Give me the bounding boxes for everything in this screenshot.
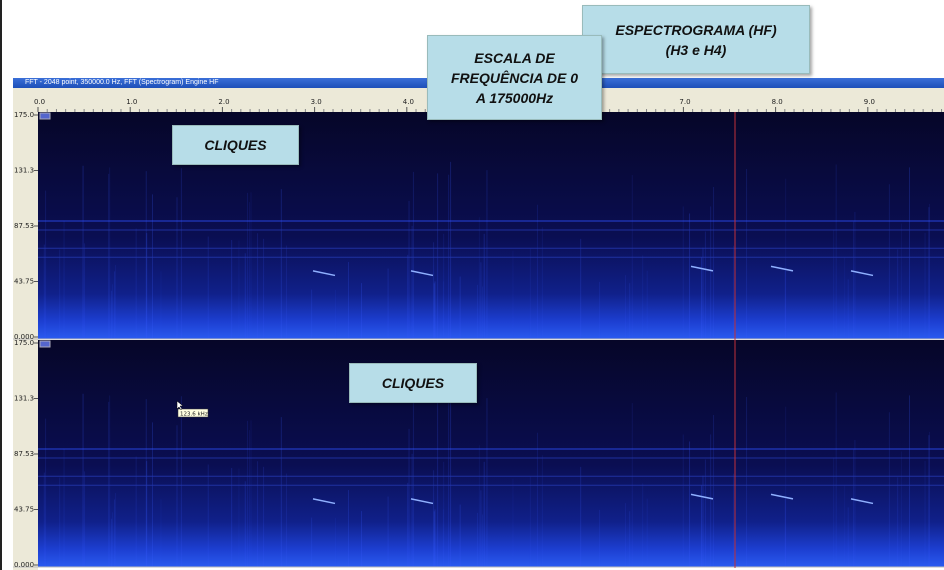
- channel-marker: [40, 113, 50, 119]
- time-label: 8.0: [772, 98, 783, 106]
- spectrogram-background: [38, 340, 944, 567]
- frequency-label: 43.75: [14, 278, 34, 286]
- callout-text: ESPECTROGRAMA (HF): [615, 20, 776, 40]
- frequency-label: 175.0: [14, 111, 34, 119]
- spectrogram-panel: 175.0 131.3 87.53 43.75 0.000 123.6 kHz: [13, 339, 944, 569]
- callout-text: FREQUÊNCIA DE 0: [451, 68, 578, 88]
- callout-text: (H3 e H4): [666, 40, 727, 60]
- callout: ESPECTROGRAMA (HF)(H3 e H4): [582, 5, 810, 74]
- callout: CLIQUES: [172, 125, 299, 165]
- frequency-label: 131.3: [14, 395, 34, 403]
- callout-text: CLIQUES: [382, 373, 444, 393]
- time-label: 2.0: [218, 98, 229, 106]
- window-title: FFT - 2048 point, 350000.0 Hz, FFT (Spec…: [25, 79, 219, 86]
- time-label: 9.0: [864, 98, 875, 106]
- frequency-label: 87.53: [14, 450, 34, 458]
- left-border: [0, 0, 2, 570]
- time-label: 1.0: [126, 98, 137, 106]
- page: FFT - 2048 point, 350000.0 Hz, FFT (Spec…: [0, 0, 944, 570]
- time-label: 3.0: [311, 98, 322, 106]
- frequency-label: 131.3: [14, 167, 34, 175]
- spectrogram-view[interactable]: 175.0 131.3 87.53 43.75 0.000 175.0 131.3 87.53…: [13, 88, 944, 570]
- tooltip: 123.6 kHz: [180, 412, 208, 418]
- callout-text: ESCALA DE: [474, 48, 554, 68]
- channel-marker: [40, 341, 50, 347]
- frequency-label: 0.000: [14, 561, 34, 569]
- callout: CLIQUES: [349, 363, 477, 403]
- callout-text: A 175000Hz: [476, 88, 553, 108]
- time-label: 0.0: [34, 98, 45, 106]
- time-label: 4.0: [403, 98, 414, 106]
- frequency-label: 43.75: [14, 506, 34, 514]
- time-label: 7.0: [679, 98, 690, 106]
- frequency-label: 87.53: [14, 222, 34, 230]
- frequency-label: 175.0: [14, 339, 34, 347]
- callout-text: CLIQUES: [204, 135, 266, 155]
